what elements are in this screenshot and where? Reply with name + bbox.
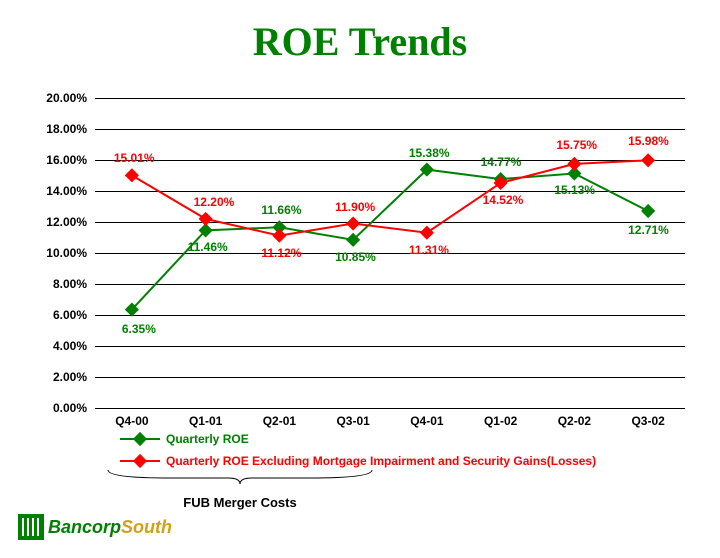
x-axis-label: Q3-02	[618, 414, 678, 428]
legend-marker	[120, 432, 160, 446]
x-axis-label: Q2-02	[544, 414, 604, 428]
gridline	[95, 408, 685, 409]
data-marker	[346, 216, 360, 230]
y-axis-label: 10.00%	[27, 246, 87, 260]
brace-label: FUB Merger Costs	[100, 495, 380, 510]
data-label: 12.71%	[628, 223, 669, 237]
data-marker	[125, 168, 139, 182]
data-label: 11.12%	[261, 246, 301, 260]
data-marker	[567, 157, 581, 171]
data-label: 12.20%	[194, 195, 235, 209]
x-axis-label: Q2-01	[249, 414, 309, 428]
legend-label: Quarterly ROE	[166, 432, 249, 446]
data-label: 15.01%	[114, 151, 155, 165]
data-label: 15.98%	[628, 134, 669, 148]
chart-area: 0.00%2.00%4.00%6.00%8.00%10.00%12.00%14.…	[95, 98, 685, 408]
y-axis-label: 20.00%	[27, 91, 87, 105]
legend-label: Quarterly ROE Excluding Mortgage Impairm…	[166, 454, 596, 468]
data-label: 15.13%	[554, 183, 595, 197]
data-marker	[641, 153, 655, 167]
data-label: 10.85%	[335, 250, 376, 264]
y-axis-label: 4.00%	[27, 339, 87, 353]
y-axis-label: 2.00%	[27, 370, 87, 384]
y-axis-label: 16.00%	[27, 153, 87, 167]
y-axis-label: 18.00%	[27, 122, 87, 136]
brace-annotation: FUB Merger Costs	[100, 468, 380, 510]
data-marker	[199, 212, 213, 226]
x-axis-label: Q1-02	[471, 414, 531, 428]
legend-item: Quarterly ROE	[120, 430, 596, 448]
data-marker	[272, 229, 286, 243]
data-label: 11.31%	[409, 243, 449, 257]
data-label: 11.46%	[188, 240, 228, 254]
y-axis-label: 8.00%	[27, 277, 87, 291]
x-axis-label: Q1-01	[176, 414, 236, 428]
data-marker	[420, 226, 434, 240]
y-axis-label: 14.00%	[27, 184, 87, 198]
brace-icon	[100, 468, 380, 486]
data-label: 14.52%	[483, 193, 524, 207]
chart-title: ROE Trends	[0, 18, 720, 65]
data-label: 14.77%	[481, 155, 522, 169]
logo-icon	[18, 514, 44, 540]
y-axis-label: 0.00%	[27, 401, 87, 415]
logo-text-2: South	[121, 517, 172, 538]
logo-text-1: Bancorp	[48, 517, 121, 538]
y-axis-label: 6.00%	[27, 308, 87, 322]
x-axis-label: Q3-01	[323, 414, 383, 428]
x-axis-label: Q4-00	[102, 414, 162, 428]
data-marker	[641, 204, 655, 218]
y-axis-label: 12.00%	[27, 215, 87, 229]
x-axis-label: Q4-01	[397, 414, 457, 428]
legend-marker	[120, 454, 160, 468]
data-label: 11.66%	[261, 203, 301, 217]
data-label: 6.35%	[122, 322, 156, 336]
data-label: 11.90%	[335, 200, 375, 214]
data-label: 15.38%	[409, 146, 450, 160]
data-label: 15.75%	[556, 138, 597, 152]
logo: BancorpSouth	[18, 514, 172, 540]
